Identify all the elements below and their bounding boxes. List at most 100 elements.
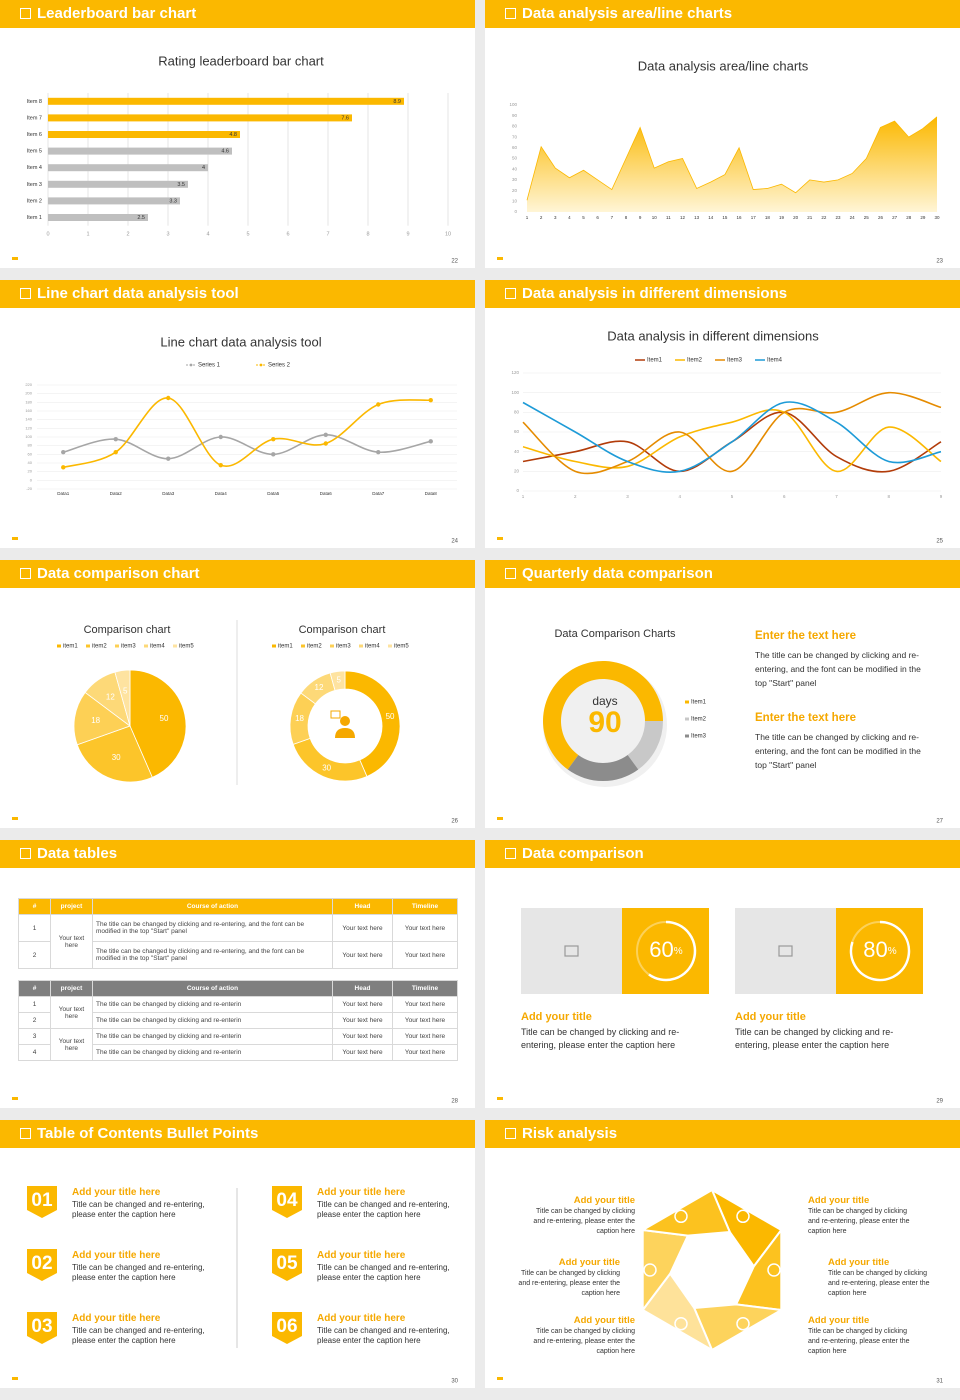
x-tick-label: 10	[445, 231, 451, 237]
slide-canvas: 28	[12, 1097, 459, 1105]
item-heading: Add your title here	[317, 1250, 406, 1261]
data-label: 50	[386, 712, 395, 721]
legend-marker	[301, 644, 305, 648]
y-tick-label: 160	[25, 408, 32, 413]
x-tick-label: 18	[765, 215, 771, 220]
logo	[497, 1377, 503, 1380]
x-tick-label: Data3	[162, 491, 175, 496]
cell-head: Your text here	[332, 914, 393, 942]
segment-icon	[767, 1263, 781, 1277]
slide-title: Data analysis area/line charts	[522, 5, 733, 22]
y-tick-label: 0	[30, 477, 33, 482]
percent-value: 80	[863, 937, 887, 962]
icon-head	[340, 716, 350, 726]
header-row: # project Course of action Head Timeline	[18, 980, 458, 997]
x-tick-label: 5	[731, 494, 734, 499]
slice	[329, 670, 346, 691]
slide-canvas: 31	[497, 1187, 944, 1385]
x-tick-label: 12	[680, 215, 686, 220]
slide: 27 Data Comparison Charts Item1 Item2 Item3 d…	[485, 560, 960, 828]
x-tick-label: Data8	[425, 491, 438, 496]
legend-label: item3	[336, 644, 351, 650]
number-badge	[27, 1249, 57, 1281]
y-tick-label: 140	[25, 417, 32, 422]
data-label: 18	[91, 716, 100, 725]
legend-marker	[57, 644, 61, 648]
header-cell: Course of action	[92, 980, 333, 997]
legend-label: item3	[121, 644, 136, 650]
percent-text: 60%	[649, 937, 682, 962]
cell-project: Your text here	[50, 1028, 93, 1061]
legend-label: Series 1	[198, 363, 221, 369]
x-tick-label: Data6	[320, 491, 333, 496]
slice	[292, 737, 368, 782]
legend-label: item2	[92, 644, 107, 650]
cell-number: 1	[18, 914, 51, 942]
cell-action: The title can be changed by clicking and…	[92, 1012, 333, 1029]
legend-label: Item3	[727, 358, 743, 364]
cell-action: The title can be changed by clicking and…	[92, 1044, 333, 1061]
slide: 26 Comparison chart item1 item2 item3 item4 it…	[0, 560, 475, 828]
legend-marker	[272, 644, 276, 648]
legend-label: item5	[179, 644, 194, 650]
percent-unit: %	[888, 946, 897, 957]
cell-head: Your text here	[332, 1044, 393, 1061]
checkbox-icon	[505, 288, 516, 299]
y-tick-label: 120	[25, 425, 32, 430]
slide-title: Data comparison	[522, 845, 644, 862]
y-tick-label: 60	[514, 429, 520, 434]
y-tick-label: Item 2	[27, 198, 42, 204]
point	[271, 436, 276, 442]
x-tick-label: 3	[554, 215, 557, 220]
logo	[497, 257, 503, 260]
legend-label: item1	[63, 644, 78, 650]
slide: 28 Data tables # project Course of action Hea…	[0, 840, 475, 1108]
data-label: 18	[295, 714, 304, 723]
data-label: 7.6	[341, 115, 349, 121]
percent-text: 80%	[863, 937, 896, 962]
cell-head: Your text here	[332, 1012, 393, 1029]
point	[218, 434, 223, 440]
cell-timeline: Your text here	[392, 996, 458, 1013]
slide: 30 01 02 03 04 05 06 Table of Contents Bullet P…	[0, 1120, 475, 1388]
badge-number: 06	[276, 1316, 297, 1337]
image-placeholder	[521, 908, 622, 994]
table-row: 3 Your text here The title can be changed …	[18, 1028, 458, 1061]
cell-timeline: Your text here	[392, 1028, 458, 1045]
y-tick-label: 0	[514, 209, 517, 214]
slide-header: Risk analysis	[485, 1120, 960, 1148]
slide-header: Data comparison chart	[0, 560, 475, 588]
cell-project: Your text here	[50, 914, 93, 969]
y-tick-label: 40	[28, 460, 33, 465]
badge-number: 03	[31, 1316, 52, 1337]
x-tick-label: 28	[906, 215, 912, 220]
logo	[12, 1377, 18, 1380]
point	[166, 456, 171, 461]
data-label: 30	[322, 763, 331, 772]
point	[428, 397, 433, 403]
legend-marker	[685, 734, 689, 738]
legend-label: item5	[394, 644, 409, 650]
checkbox-icon	[20, 8, 31, 19]
legend-label: Item1	[647, 358, 663, 364]
slide: 23 Data analysis area/line charts 0 10 20 30 4…	[485, 0, 960, 268]
icon-board	[330, 710, 341, 719]
item-body: Title can be changed and re-entering, pl…	[72, 1263, 205, 1282]
logo	[12, 537, 18, 540]
ring-arc	[849, 920, 911, 982]
y-tick-label: Item 6	[27, 132, 42, 138]
logo	[12, 257, 18, 260]
legend-label: item1	[278, 644, 293, 650]
y-tick-label: 50	[512, 156, 518, 161]
y-tick-label: 80	[514, 410, 520, 415]
x-tick-label: 4	[206, 231, 209, 237]
image-placeholder	[735, 908, 836, 994]
x-tick-label: Data1	[57, 491, 70, 496]
text-heading: Enter the text here	[755, 630, 856, 642]
legend-label: item4	[150, 644, 165, 650]
x-tick-label: 8	[366, 231, 369, 237]
data-label: 3.5	[177, 182, 185, 188]
data-label: 5	[123, 687, 128, 696]
x-tick-label: 13	[694, 215, 700, 220]
